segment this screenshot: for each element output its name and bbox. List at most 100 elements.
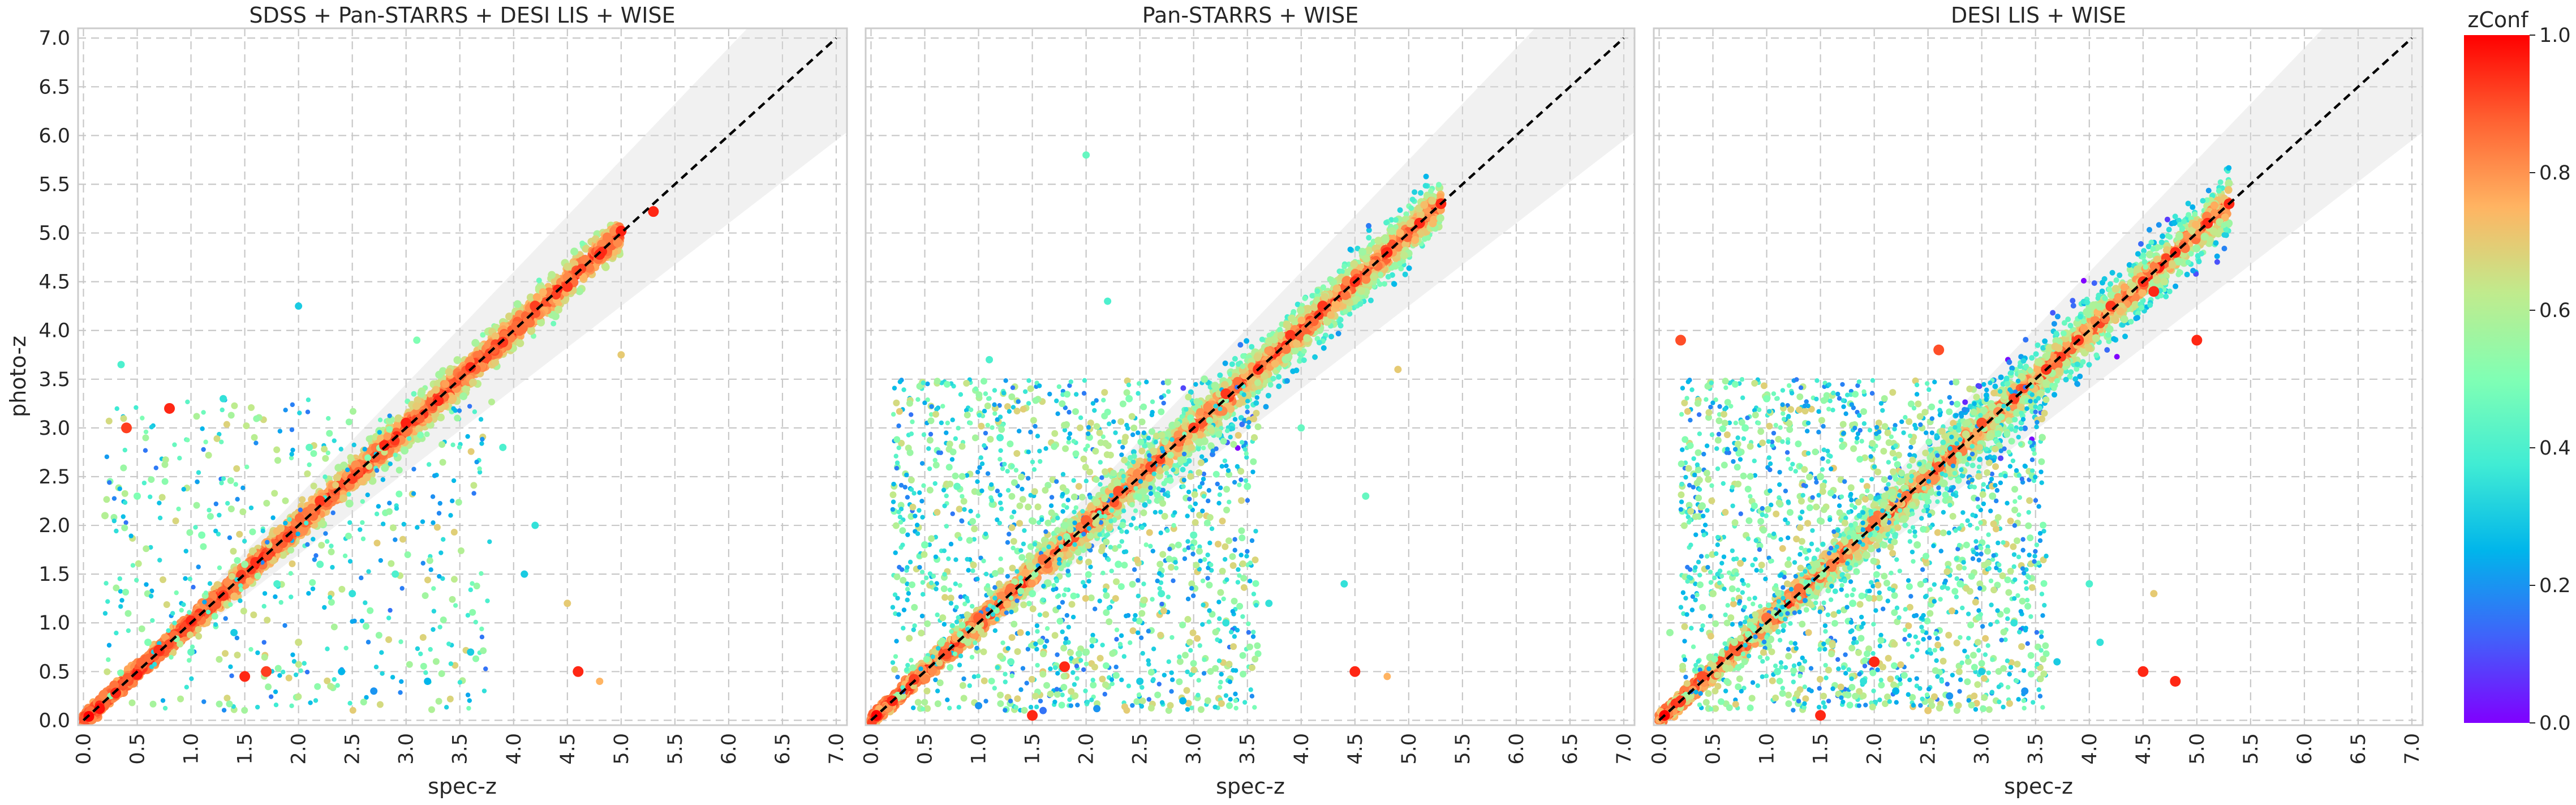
data-point <box>186 615 197 627</box>
data-point <box>428 646 433 652</box>
data-point <box>223 577 233 588</box>
data-point <box>229 673 234 678</box>
data-point <box>187 658 192 663</box>
data-point <box>457 444 462 450</box>
data-point <box>332 481 339 489</box>
data-point <box>298 668 303 673</box>
data-point <box>241 706 248 714</box>
colorbar: zConf 0.00.20.40.60.81.0 <box>2464 7 2571 735</box>
data-point <box>150 618 155 623</box>
x-tick-label: 2.5 <box>342 733 364 765</box>
data-point <box>122 589 130 596</box>
data-point <box>1366 222 1372 229</box>
data-point <box>200 543 207 550</box>
data-point <box>450 498 455 504</box>
data-point <box>373 665 379 670</box>
data-point <box>322 474 328 479</box>
data-point <box>106 643 112 648</box>
data-point <box>522 316 532 326</box>
data-point <box>1402 271 1408 277</box>
data-point <box>134 405 139 410</box>
data-point <box>564 263 572 271</box>
data-point <box>226 700 233 708</box>
data-point <box>227 535 233 541</box>
data-point <box>117 669 124 676</box>
data-point <box>1365 246 1373 255</box>
data-point <box>1249 344 1255 350</box>
data-point <box>152 662 157 667</box>
data-point <box>358 527 363 532</box>
data-point <box>485 598 490 603</box>
data-point <box>570 247 579 256</box>
data-point <box>328 548 335 555</box>
data-point <box>240 485 246 491</box>
data-point <box>261 640 266 645</box>
data-point <box>564 600 571 607</box>
data-point <box>181 602 186 607</box>
data-point <box>98 690 109 700</box>
data-point <box>184 684 190 690</box>
data-point <box>273 689 278 695</box>
data-point <box>234 635 240 641</box>
data-point <box>394 506 399 511</box>
data-point <box>380 671 385 676</box>
data-point <box>164 402 175 414</box>
data-point <box>1383 220 1390 226</box>
data-point <box>172 517 179 525</box>
data-point <box>273 446 281 453</box>
data-point <box>385 636 393 643</box>
data-point <box>465 692 471 697</box>
data-point <box>1217 372 1223 378</box>
data-point <box>289 560 296 567</box>
data-point <box>1244 338 1250 344</box>
data-point <box>295 661 302 668</box>
data-point <box>283 408 288 413</box>
data-point <box>387 413 392 418</box>
data-point <box>227 505 235 512</box>
data-point <box>328 595 333 600</box>
data-point <box>453 356 462 365</box>
x-tick-label: 6.5 <box>772 733 794 765</box>
data-point <box>195 626 202 633</box>
data-point <box>1382 281 1388 287</box>
x-tick-label: 0.0 <box>861 733 883 765</box>
data-point <box>282 497 289 504</box>
data-point <box>343 645 349 651</box>
data-point <box>104 581 109 586</box>
data-point <box>368 477 377 485</box>
data-point <box>121 490 128 497</box>
data-point <box>345 532 352 539</box>
data-point <box>295 639 303 646</box>
data-point <box>158 494 166 501</box>
data-point <box>455 499 462 506</box>
x-tick-label: 4.0 <box>1291 733 1313 765</box>
data-point <box>102 611 108 616</box>
data-point <box>217 512 222 518</box>
data-point <box>248 646 253 652</box>
data-point <box>345 467 350 473</box>
data-point <box>424 678 432 686</box>
data-point <box>428 706 435 713</box>
data-point <box>453 603 458 608</box>
data-point <box>453 408 458 413</box>
data-point <box>128 699 136 706</box>
data-point <box>379 650 384 655</box>
x-tick-label: 3.5 <box>449 733 472 765</box>
data-point <box>399 536 407 543</box>
data-point <box>467 448 475 455</box>
data-point <box>114 528 119 534</box>
data-point <box>185 438 190 443</box>
data-point <box>160 698 166 703</box>
data-point <box>390 675 395 680</box>
data-point <box>387 500 392 506</box>
data-point <box>373 539 381 547</box>
panel-3-x-axis-label: spec-z <box>2004 774 2073 799</box>
data-point <box>170 611 175 616</box>
data-point <box>310 482 317 490</box>
data-point <box>157 515 163 521</box>
data-point <box>363 600 368 605</box>
colorbar-tick-label: 0.2 <box>2539 575 2571 597</box>
data-point <box>304 520 309 526</box>
data-point <box>439 459 446 466</box>
data-point <box>1436 182 1442 188</box>
